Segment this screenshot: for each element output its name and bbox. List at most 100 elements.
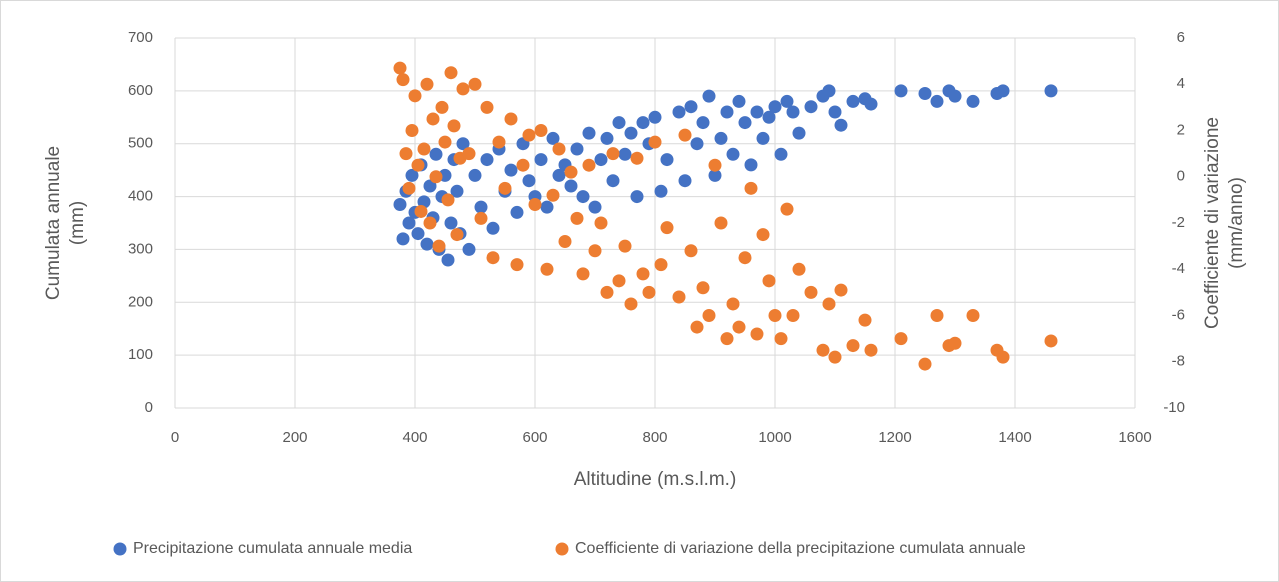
point bbox=[450, 228, 464, 242]
point bbox=[792, 262, 806, 276]
point bbox=[714, 216, 728, 230]
point bbox=[750, 327, 764, 341]
point bbox=[486, 221, 500, 235]
point bbox=[834, 283, 848, 297]
point bbox=[423, 216, 437, 230]
x-tick-label: 200 bbox=[282, 429, 307, 446]
point bbox=[402, 216, 416, 230]
point bbox=[576, 267, 590, 281]
point bbox=[948, 336, 962, 350]
point bbox=[429, 170, 443, 184]
x-tick-label: 1400 bbox=[998, 429, 1031, 446]
y2-tick-label: -8 bbox=[1172, 353, 1185, 370]
point bbox=[441, 193, 455, 207]
point bbox=[444, 66, 458, 80]
point bbox=[510, 205, 524, 219]
y-axis-label-line: (mm) bbox=[67, 201, 88, 245]
point bbox=[441, 253, 455, 267]
point bbox=[594, 153, 608, 167]
point bbox=[399, 147, 413, 161]
point bbox=[510, 258, 524, 272]
point bbox=[864, 343, 878, 357]
point bbox=[402, 181, 416, 195]
point bbox=[1044, 84, 1058, 98]
legend-label: Coefficiente di variazione della precipi… bbox=[575, 540, 1026, 557]
y2-tick-label: -2 bbox=[1172, 214, 1185, 231]
y2-tick-label: -4 bbox=[1172, 260, 1185, 277]
point bbox=[606, 174, 620, 188]
y-tick-label: 700 bbox=[128, 29, 153, 46]
point bbox=[468, 168, 482, 182]
point bbox=[684, 244, 698, 258]
point bbox=[468, 77, 482, 91]
point bbox=[822, 84, 836, 98]
legend-marker bbox=[113, 542, 127, 556]
point bbox=[588, 200, 602, 214]
point bbox=[726, 297, 740, 311]
y2-tick-label: -6 bbox=[1172, 306, 1185, 323]
point bbox=[618, 147, 632, 161]
y2-tick-label: 0 bbox=[1177, 168, 1185, 185]
point bbox=[774, 147, 788, 161]
point bbox=[570, 142, 584, 156]
point bbox=[894, 84, 908, 98]
point bbox=[654, 258, 668, 272]
point bbox=[768, 100, 782, 114]
point bbox=[393, 61, 407, 75]
point bbox=[780, 94, 794, 108]
point bbox=[732, 94, 746, 108]
point bbox=[828, 105, 842, 119]
point bbox=[930, 94, 944, 108]
point bbox=[792, 126, 806, 140]
point bbox=[786, 309, 800, 322]
point bbox=[660, 221, 674, 235]
point bbox=[522, 128, 536, 142]
point bbox=[588, 244, 602, 258]
y-tick-label: 500 bbox=[128, 135, 153, 152]
point bbox=[636, 116, 650, 130]
point bbox=[696, 281, 710, 295]
x-axis-label: Altitudine (m.s.l.m.) bbox=[574, 469, 737, 490]
point bbox=[672, 105, 686, 119]
point bbox=[408, 89, 422, 103]
point bbox=[393, 198, 407, 211]
x-tick-label: 1600 bbox=[1118, 429, 1151, 446]
point bbox=[918, 87, 932, 100]
y-tick-label: 600 bbox=[128, 82, 153, 99]
point bbox=[498, 181, 512, 195]
point bbox=[396, 73, 410, 87]
point bbox=[411, 158, 425, 172]
point bbox=[768, 309, 782, 322]
point bbox=[1044, 334, 1058, 348]
point bbox=[546, 131, 560, 145]
point bbox=[552, 168, 566, 182]
point bbox=[996, 84, 1010, 98]
y2-axis-label-line: (mm/anno) bbox=[1226, 177, 1247, 269]
point bbox=[447, 119, 461, 133]
y-axis-label-line: Cumulata annuale bbox=[43, 146, 64, 300]
point bbox=[678, 174, 692, 188]
point bbox=[612, 274, 626, 288]
point bbox=[438, 135, 452, 149]
point bbox=[732, 320, 746, 334]
point bbox=[564, 165, 578, 179]
point bbox=[606, 147, 620, 161]
y2-tick-label: -10 bbox=[1163, 399, 1185, 416]
point bbox=[918, 357, 932, 371]
point bbox=[828, 350, 842, 364]
point bbox=[444, 216, 458, 230]
y2-tick-label: 2 bbox=[1177, 121, 1185, 138]
point bbox=[630, 151, 644, 165]
point bbox=[726, 147, 740, 161]
point bbox=[966, 309, 980, 322]
y-tick-label: 400 bbox=[128, 188, 153, 205]
point bbox=[672, 290, 686, 304]
y-tick-label: 0 bbox=[145, 399, 153, 416]
point bbox=[648, 110, 662, 124]
point bbox=[420, 77, 434, 91]
point bbox=[714, 131, 728, 145]
y-tick-label: 100 bbox=[128, 346, 153, 363]
point bbox=[456, 82, 470, 96]
point bbox=[570, 211, 584, 225]
